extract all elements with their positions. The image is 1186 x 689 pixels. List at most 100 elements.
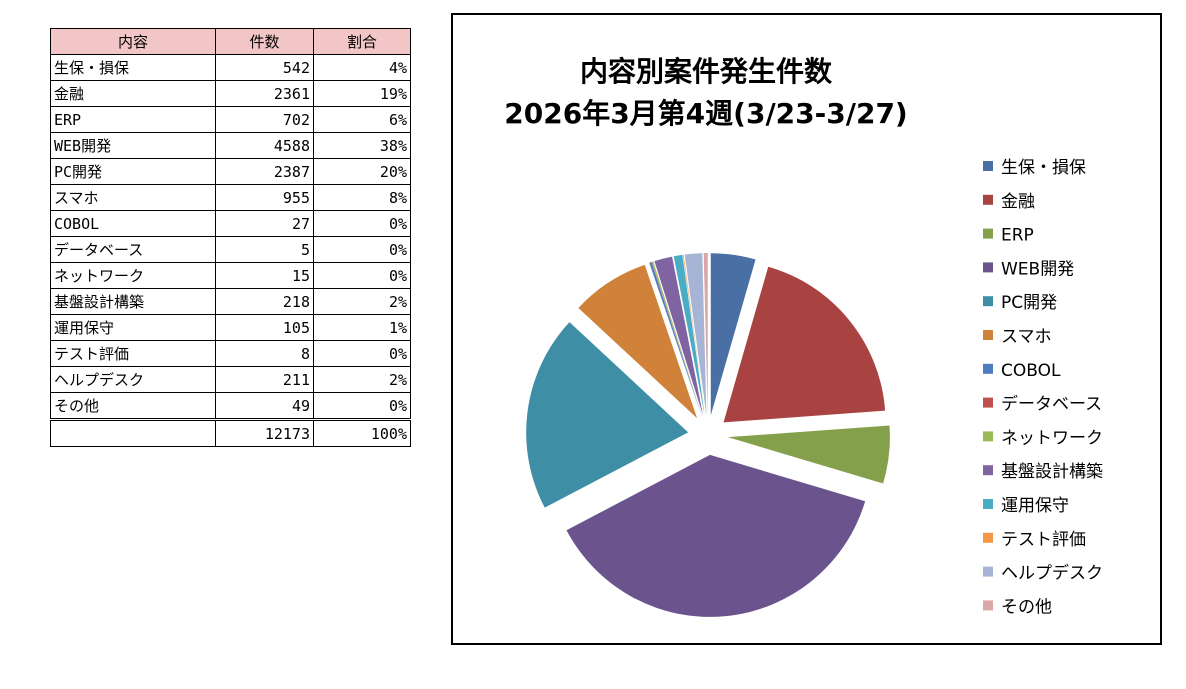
row-count-cell: 105	[215, 314, 314, 341]
row-name-cell: 基盤設計構築	[50, 288, 216, 315]
row-name-cell: 生保・損保	[50, 54, 216, 81]
legend-swatch	[983, 499, 993, 509]
legend-item: PC開発	[983, 293, 1057, 313]
table-row: データベース 5 0%	[50, 236, 411, 263]
legend-label: ネットワーク	[1001, 428, 1103, 448]
row-pct-cell: 8%	[313, 184, 411, 211]
pie-slice	[578, 264, 698, 419]
legend-item: COBOL	[983, 361, 1061, 381]
table-row: スマホ 955 8%	[50, 184, 411, 211]
total-pct-cell: 100%	[313, 418, 411, 447]
table-row: テスト評価 8 0%	[50, 340, 411, 367]
row-pct-cell: 0%	[313, 340, 411, 367]
row-pct-cell: 19%	[313, 80, 411, 107]
pie-slice	[723, 266, 886, 423]
row-count-cell: 15	[215, 262, 314, 289]
table-body: 生保・損保 542 4% 金融 2361 19% ERP 702 6% WEB開発 4588 38% P…	[50, 54, 411, 420]
legend-item: スマホ	[983, 327, 1052, 347]
pie-slice	[649, 262, 702, 417]
legend-item: その他	[983, 597, 1052, 617]
legend-label: 基盤設計構築	[1001, 462, 1103, 482]
legend-item: テスト評価	[983, 530, 1086, 550]
legend-swatch	[983, 566, 993, 577]
pie-slices	[526, 253, 890, 617]
row-count-cell: 5	[215, 236, 314, 263]
legend-label: 金融	[1001, 192, 1035, 212]
legend-swatch	[983, 330, 993, 340]
pie-slice	[673, 254, 705, 416]
legend-label: テスト評価	[1001, 530, 1086, 550]
table-row: ヘルプデスク 211 2%	[50, 366, 411, 393]
row-count-cell: 2387	[215, 158, 314, 185]
legend-item: 運用保守	[983, 496, 1069, 516]
legend-label: その他	[1001, 597, 1052, 617]
row-name-cell: COBOL	[50, 210, 216, 237]
table-header-row: 内容 件数 割合	[50, 28, 411, 55]
legend-swatch	[983, 397, 993, 408]
table-row: PC開発 2387 20%	[50, 158, 411, 185]
legend-label: データベース	[1001, 394, 1102, 415]
row-pct-cell: 0%	[313, 392, 411, 420]
pie-slice	[526, 322, 689, 508]
row-pct-cell: 6%	[313, 106, 411, 133]
header-ratio: 割合	[313, 28, 411, 55]
row-name-cell: その他	[50, 392, 216, 420]
row-count-cell: 955	[215, 184, 314, 211]
row-name-cell: ネットワーク	[50, 262, 216, 289]
row-name-cell: データベース	[50, 236, 216, 263]
legend-swatch	[983, 600, 993, 611]
legend-swatch	[983, 194, 993, 205]
table-row: 生保・損保 542 4%	[50, 54, 411, 81]
legend-label: ヘルプデスク	[1001, 563, 1103, 584]
legend-swatch	[983, 262, 993, 273]
row-name-cell: 運用保守	[50, 314, 216, 341]
row-pct-cell: 0%	[313, 262, 411, 289]
table-row: その他 49 0%	[50, 392, 411, 420]
legend-label: 生保・損保	[1001, 158, 1086, 178]
pie-slice	[710, 253, 756, 416]
table-row: 基盤設計構築 218 2%	[50, 288, 411, 315]
legend-item: ERP	[983, 226, 1034, 246]
row-name-cell: WEB開発	[50, 132, 216, 159]
header-count: 件数	[215, 28, 314, 55]
row-name-cell: スマホ	[50, 184, 216, 211]
row-name-cell: PC開発	[50, 158, 216, 185]
row-count-cell: 702	[215, 106, 314, 133]
table-total-row: 12173 100%	[50, 418, 411, 447]
pie-slice	[682, 254, 706, 416]
chart-title: 内容別案件発生件数	[580, 55, 833, 88]
legend-swatch	[983, 465, 993, 476]
legend-label: 運用保守	[1001, 496, 1069, 516]
pie-slice	[566, 454, 866, 617]
row-name-cell: ERP	[50, 106, 216, 133]
pie-slice	[684, 253, 707, 416]
row-pct-cell: 0%	[313, 236, 411, 263]
table-row: ERP 702 6%	[50, 106, 411, 133]
row-name-cell: 金融	[50, 80, 216, 107]
data-table: 内容 件数 割合 生保・損保 542 4% 金融 2361 19% ERP 702 6% WEB開…	[50, 28, 411, 447]
legend-item: WEB開発	[983, 259, 1074, 279]
chart-subtitle: 2026年3月第4週(3/23-3/27)	[504, 97, 907, 130]
row-count-cell: 4588	[215, 132, 314, 159]
pie-slice	[703, 253, 708, 416]
row-count-cell: 8	[215, 340, 314, 367]
legend-item: 金融	[983, 192, 1035, 212]
legend-label: スマホ	[1001, 327, 1052, 347]
legend-swatch	[983, 296, 993, 307]
row-pct-cell: 38%	[313, 132, 411, 159]
row-count-cell: 211	[215, 366, 314, 393]
pie-slice	[727, 425, 890, 484]
row-count-cell: 2361	[215, 80, 314, 107]
legend-item: 基盤設計構築	[983, 462, 1103, 482]
row-count-cell: 542	[215, 54, 314, 81]
pie-slice	[654, 256, 704, 416]
legend-label: ERP	[1001, 226, 1034, 246]
legend-label: PC開発	[1001, 293, 1057, 313]
row-pct-cell: 2%	[313, 288, 411, 315]
header-content: 内容	[50, 28, 216, 55]
legend-item: ネットワーク	[983, 428, 1103, 448]
table-row: COBOL 27 0%	[50, 210, 411, 237]
row-name-cell: テスト評価	[50, 340, 216, 367]
legend-item: ヘルプデスク	[983, 563, 1103, 584]
